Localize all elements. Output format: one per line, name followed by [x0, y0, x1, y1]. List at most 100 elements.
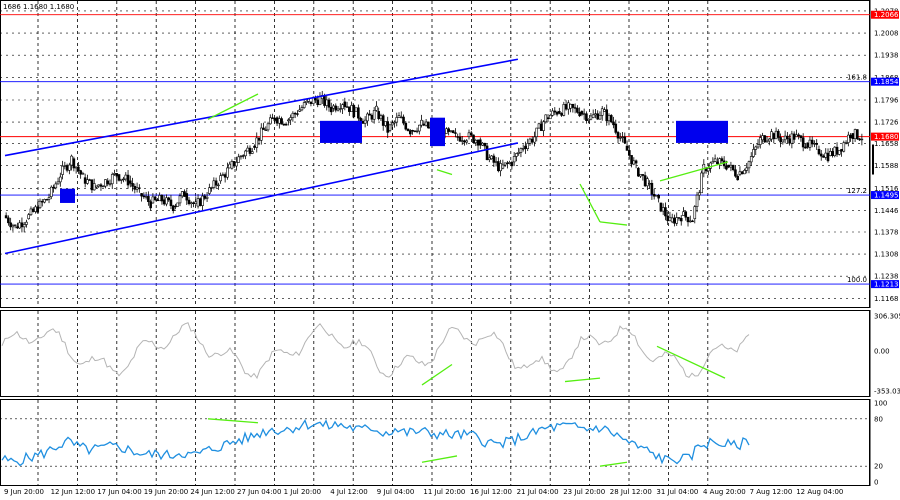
candle-body: [176, 202, 180, 207]
candle-body: [858, 138, 861, 141]
level-tag: [871, 191, 899, 200]
candle-body: [792, 133, 796, 140]
candle-body: [822, 155, 825, 158]
candle-body: [291, 112, 295, 118]
candle-body: [72, 158, 76, 169]
candle-body: [555, 111, 559, 115]
candle-body: [370, 114, 374, 120]
candle-body: [63, 165, 67, 167]
candle-body: [510, 162, 514, 167]
candle-body: [765, 140, 769, 143]
level-tag: [871, 10, 899, 19]
divergence-line: [421, 455, 458, 463]
candle-body: [248, 147, 252, 154]
x-tick-label: 27 Jun 04:00: [237, 488, 281, 496]
candle-body: [736, 175, 739, 181]
candle-body: [232, 161, 236, 167]
candle-body: [844, 142, 848, 144]
candle-body: [580, 111, 584, 115]
candle-body: [738, 171, 742, 175]
candle-body: [375, 105, 378, 111]
candle-body: [395, 117, 399, 123]
candle-body: [61, 165, 64, 175]
candle-body: [124, 174, 128, 180]
candle-body: [368, 113, 371, 116]
candle-body: [83, 177, 87, 184]
candle-body: [25, 221, 28, 225]
candle-body: [379, 115, 383, 120]
divergence-line: [659, 161, 729, 182]
price-tick-label: 1.1938: [874, 52, 899, 60]
candle-body: [472, 134, 475, 143]
candle-body: [20, 222, 24, 228]
candle-body: [343, 101, 347, 107]
candle-body: [679, 218, 683, 222]
candle-body: [779, 137, 782, 143]
candle-body: [616, 132, 620, 139]
candle-body: [406, 128, 410, 131]
candle-body: [16, 226, 19, 229]
candle-body: [774, 130, 778, 140]
price-tick-label: 1.1588: [874, 162, 899, 170]
candle-body: [856, 129, 859, 140]
candle-body: [564, 104, 568, 110]
candle-body: [156, 199, 159, 202]
candle-body: [381, 115, 385, 126]
candle-body: [99, 184, 103, 187]
divergence-line: [656, 345, 726, 379]
candle-body: [241, 155, 245, 157]
candle-body: [612, 121, 615, 126]
candle-body: [129, 180, 132, 184]
candle-body: [485, 145, 489, 161]
x-tick-label: 24 Jun 12:00: [190, 488, 234, 496]
candle-body: [65, 165, 69, 171]
candle-body: [686, 216, 690, 223]
candle-body: [451, 130, 455, 133]
x-tick-label: 7 Aug 12:00: [750, 488, 793, 496]
candle-body: [151, 196, 155, 204]
divergence-line: [599, 461, 628, 467]
candle-body: [445, 128, 448, 134]
candle-body: [499, 163, 502, 172]
candle-body: [205, 196, 209, 199]
candle-body: [695, 194, 699, 207]
candle-body: [135, 187, 139, 190]
candle-body: [460, 140, 464, 142]
candle-body: [189, 202, 193, 205]
candle-body: [837, 150, 841, 155]
candle-body: [185, 193, 189, 201]
candle-body: [384, 121, 387, 126]
candle-body: [411, 130, 414, 132]
candle-body: [537, 123, 541, 129]
candle-body: [27, 214, 31, 220]
candle-body: [851, 133, 855, 140]
candle-body: [691, 220, 694, 223]
candle-body: [569, 103, 572, 109]
candle-body: [713, 158, 717, 162]
candle-body: [79, 170, 82, 175]
candle-body: [797, 134, 800, 137]
candle-body: [578, 112, 581, 117]
candle-body: [293, 112, 297, 115]
candle-body: [817, 148, 821, 155]
candle-body: [795, 134, 798, 137]
candle-body: [591, 114, 595, 118]
candle-body: [625, 145, 629, 151]
candle-body: [603, 109, 606, 112]
candle-body: [7, 217, 10, 224]
candle-body: [126, 174, 130, 186]
candle-body: [262, 127, 265, 130]
candle-body: [418, 124, 421, 132]
candle-body: [165, 197, 168, 205]
candle-body: [404, 122, 408, 130]
x-tick-label: 21 Jul 04:00: [517, 488, 559, 496]
candle-body: [372, 110, 376, 120]
candle-body: [530, 138, 534, 143]
candle-body: [788, 138, 791, 144]
candle-body: [334, 105, 338, 111]
candle-body: [637, 167, 640, 177]
candle-body: [235, 162, 238, 167]
candle-body: [264, 129, 268, 131]
candle-body: [140, 193, 143, 197]
